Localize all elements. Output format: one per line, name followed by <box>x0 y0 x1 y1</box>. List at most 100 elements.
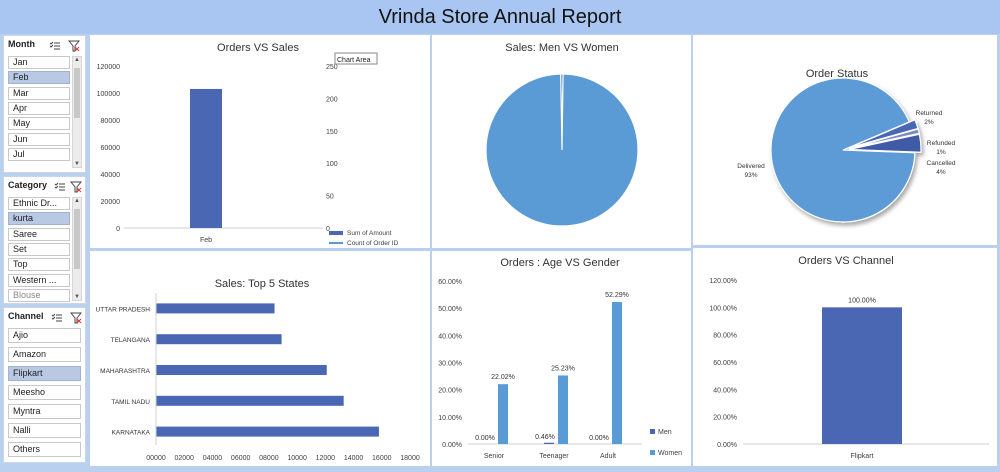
slicer-scrollbar[interactable]: ▲ ▼ <box>72 197 82 301</box>
multi-select-icon[interactable] <box>51 311 63 323</box>
y2-tick-label: 50 <box>326 194 334 201</box>
slicer-item-flipkart[interactable]: Flipkart <box>8 366 81 381</box>
data-label: 25.23% <box>551 365 575 372</box>
y2-tick-label: 200 <box>326 96 338 103</box>
pie-group <box>770 77 922 223</box>
x-tick-label: 00000 <box>146 455 166 462</box>
legend-label: Sum of Amount <box>347 230 392 237</box>
slicer-item-mar[interactable]: Mar <box>8 86 70 100</box>
slicer-item-amazon[interactable]: Amazon <box>8 347 81 362</box>
y-tick-label: 0 <box>116 226 120 233</box>
bar-adult-women <box>612 301 622 444</box>
slicer-title: Category <box>8 180 48 190</box>
slicer-item-myntra[interactable]: Myntra <box>8 404 81 419</box>
y2-tick-label: 100 <box>326 161 338 168</box>
data-label: 0.00% <box>589 435 609 442</box>
slicer-item-jan[interactable]: Jan <box>8 56 70 69</box>
month-slicer: Month Jan Feb Mar Apr May Jun Jul ▲ ▼ <box>3 35 86 173</box>
slicer-item-meesho[interactable]: Meesho <box>8 385 81 400</box>
scroll-down-icon[interactable]: ▼ <box>74 294 80 300</box>
y-tick-label: UTTAR PRADESH <box>96 306 151 313</box>
legend-label: Count of Order ID <box>347 240 399 247</box>
y-tick-label: 20000 <box>101 199 121 206</box>
y-tick-label: 40000 <box>101 172 121 179</box>
clear-filter-icon[interactable] <box>67 39 81 52</box>
slicer-item-kurta[interactable]: kurta <box>8 212 70 226</box>
slice-pct: 2% <box>924 119 934 126</box>
slicer-item-others[interactable]: Others <box>8 442 81 457</box>
y-tick-label: 40.00% <box>713 387 737 394</box>
slicer-item-ajio[interactable]: Ajio <box>8 328 81 343</box>
y-tick-label: 20.00% <box>713 415 737 422</box>
slice-label: Cancelled <box>927 160 956 167</box>
legend-swatch-men <box>650 429 655 434</box>
y-tick-label: 60.00% <box>713 360 737 367</box>
sales-men-women-panel: Sales: Men VS Women <box>432 35 691 248</box>
scroll-up-icon[interactable]: ▲ <box>74 57 80 63</box>
bar-karnataka <box>156 426 379 437</box>
slicer-item-set[interactable]: Set <box>8 242 70 256</box>
pie-slice-refunded <box>848 128 920 150</box>
bar-feb <box>190 88 222 228</box>
y-tick-label: KARNATAKA <box>112 430 151 437</box>
y2-tick-label: 250 <box>326 64 338 71</box>
x-tick-label: 06000 <box>231 455 251 462</box>
x-tick-label: 18000 <box>400 455 420 462</box>
category-slicer: Category Ethnic Dr... kurta Saree Set Top Wes… <box>3 176 86 304</box>
slicer-item-apr[interactable]: Apr <box>8 101 70 115</box>
scroll-down-icon[interactable]: ▼ <box>74 161 80 167</box>
bar-senior-women <box>498 384 508 444</box>
y-tick-label: 50.00% <box>438 306 462 313</box>
report-title: Vrinda Store Annual Report <box>0 0 1000 34</box>
y-tick-label: TAMIL NADU <box>111 399 150 406</box>
y-tick-label: 30.00% <box>438 361 462 368</box>
slicer-item-feb[interactable]: Feb <box>8 71 70 85</box>
bar-teenager-men <box>544 442 554 444</box>
slicer-item-ethnic-dr[interactable]: Ethnic Dr... <box>8 197 70 210</box>
slicer-header: Channel <box>4 308 85 326</box>
data-label: 52.29% <box>605 292 629 299</box>
clear-filter-icon[interactable] <box>69 311 83 324</box>
top5-states-panel: Sales: Top 5 States UTTAR PRADESH TELANGAN… <box>90 251 430 466</box>
scroll-thumb[interactable] <box>74 68 80 118</box>
clear-filter-icon[interactable] <box>69 180 83 193</box>
slice-pct: 1% <box>936 149 946 156</box>
slicer-item-blouse[interactable]: Blouse <box>8 288 70 302</box>
slicer-item-saree[interactable]: Saree <box>8 227 70 241</box>
y-tick-label: 40.00% <box>438 333 462 340</box>
slicer-item-jul[interactable]: Jul <box>8 147 70 161</box>
slicer-item-may[interactable]: May <box>8 117 70 131</box>
pie-slice-delivered <box>770 77 916 223</box>
x-tick-label: Flipkart <box>851 453 874 460</box>
y-tick-label: 20.00% <box>438 388 462 395</box>
multi-select-icon[interactable] <box>49 39 61 51</box>
chart-title: Sales: Men VS Women <box>505 42 619 54</box>
slicer-scrollbar[interactable]: ▲ ▼ <box>72 56 82 168</box>
scroll-thumb[interactable] <box>74 209 80 269</box>
x-tick-label: Teenager <box>539 453 569 460</box>
y-tick-label: 120000 <box>97 64 120 71</box>
scroll-up-icon[interactable]: ▲ <box>74 198 80 204</box>
legend-label: Men <box>658 429 672 436</box>
slicer-header: Category <box>4 177 85 195</box>
slicer-title: Month <box>8 39 35 49</box>
bar-telangana <box>156 334 282 345</box>
data-label: 22.02% <box>491 374 515 381</box>
y-tick-label: 80.00% <box>713 333 737 340</box>
slicer-item-top[interactable]: Top <box>8 258 70 272</box>
multi-select-icon[interactable] <box>54 180 66 192</box>
bar-tamil-nadu <box>156 395 344 406</box>
y2-tick-label: 0 <box>326 226 330 233</box>
x-tick-label: 16000 <box>372 455 392 462</box>
slicer-title: Channel <box>8 311 44 321</box>
slicer-item-jun[interactable]: Jun <box>8 132 70 146</box>
slicer-item-western[interactable]: Western ... <box>8 273 70 287</box>
data-label: 100.00% <box>848 297 876 304</box>
legend-label: Women <box>658 450 682 457</box>
chart-title: Orders VS Sales <box>217 42 299 54</box>
y-tick-label: MAHARASHTRA <box>100 368 151 375</box>
slicer-item-nalli[interactable]: Nalli <box>8 423 81 438</box>
x-tick-label: 10000 <box>287 455 307 462</box>
chart-area-tooltip <box>334 52 378 65</box>
x-tick-label: 08000 <box>259 455 279 462</box>
